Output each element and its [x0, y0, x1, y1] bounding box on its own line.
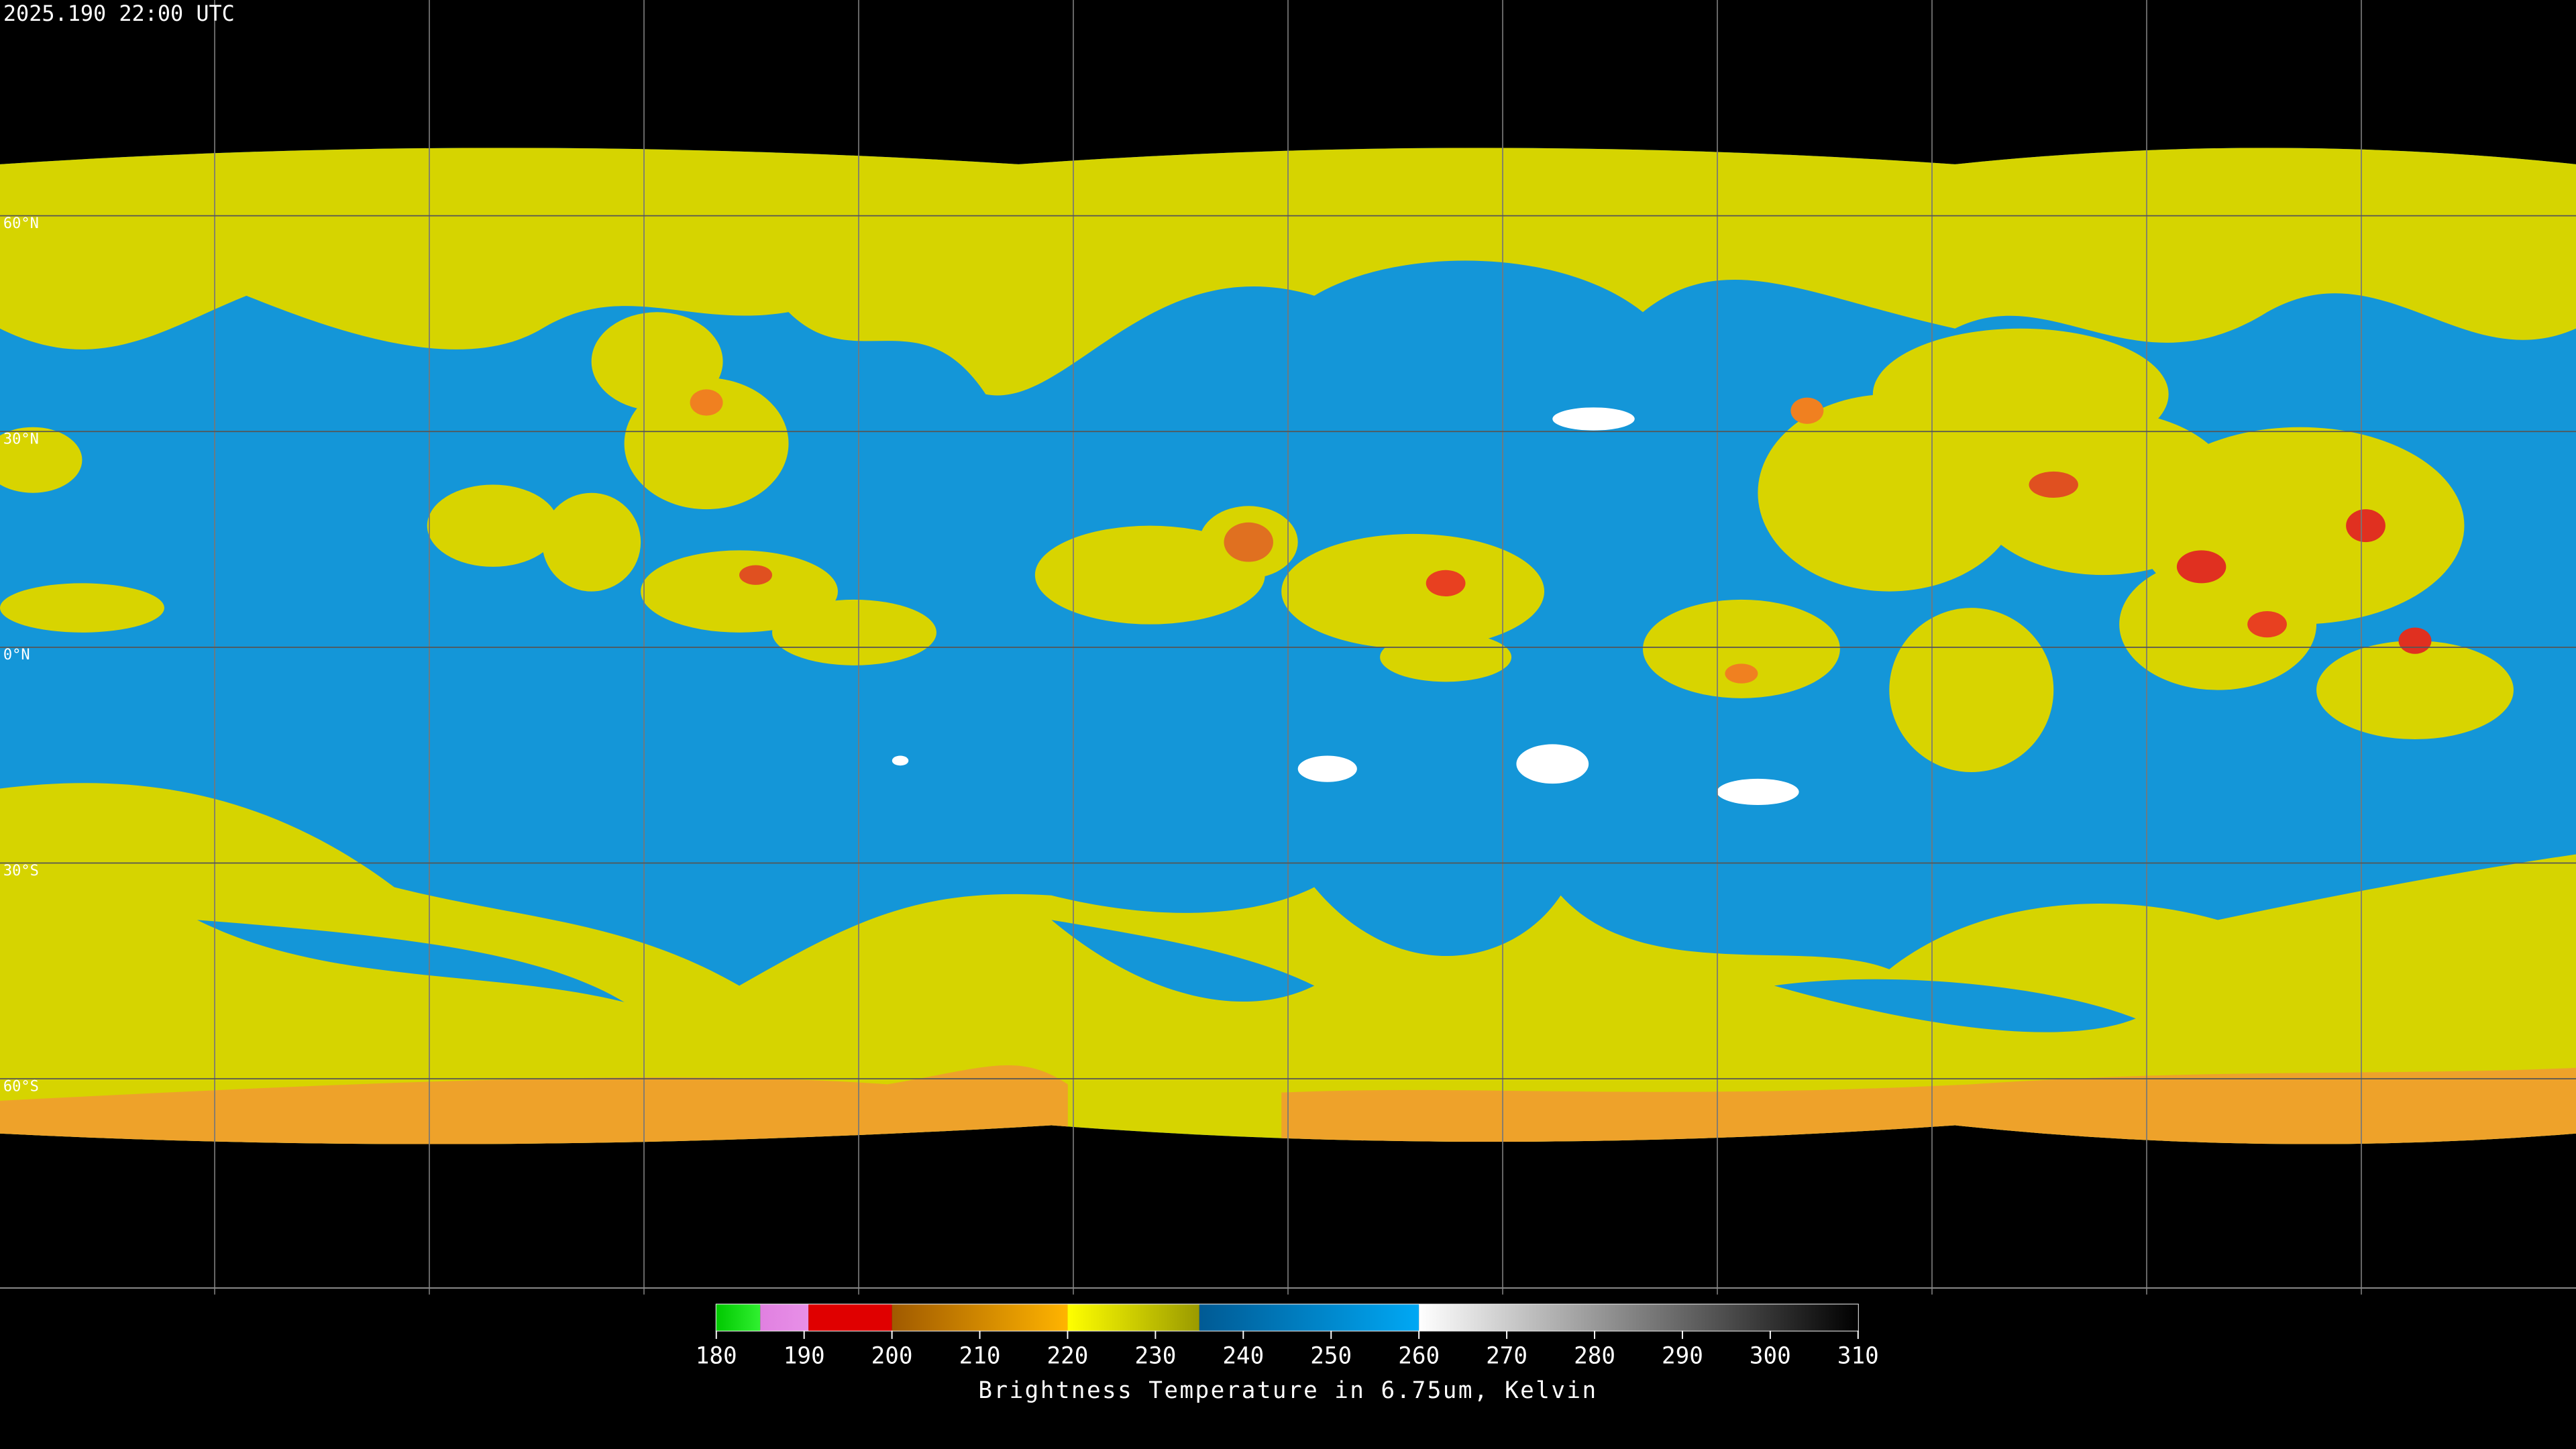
colorbar: 180 190 200 210 220 230 240 250 260 270 280 290 300 3…: [696, 1304, 1879, 1369]
colorbar-segment: [1419, 1304, 1858, 1331]
warm-surface: [892, 755, 909, 766]
colorbar-tick-label: 300: [1750, 1342, 1791, 1369]
cold-cloud-top: [1725, 663, 1758, 684]
cloud: [0, 427, 83, 493]
colorbar-tick-label: 240: [1222, 1342, 1264, 1369]
cloud: [0, 583, 164, 633]
latitude-label: 0°N: [3, 647, 30, 663]
cold-cloud-top: [690, 389, 723, 416]
cold-cloud-top: [2029, 471, 2078, 498]
cloud: [1642, 599, 1840, 698]
cloud: [624, 378, 789, 510]
cloud: [591, 312, 723, 411]
graticule: 60°N 30°N 0°N 30°S 60°S: [0, 0, 2576, 1295]
cloud: [1281, 533, 1545, 649]
cold-cloud-top: [2398, 627, 2432, 654]
cloud: [2119, 558, 2317, 690]
colorbar-segment: [716, 1304, 761, 1331]
colorbar-label: Brightness Temperature in 6.75um, Kelvin: [978, 1377, 1597, 1404]
colorbar-tick-label: 280: [1574, 1342, 1615, 1369]
cloud: [427, 484, 559, 567]
cloud: [542, 492, 641, 592]
colorbar-tick-label: 250: [1310, 1342, 1352, 1369]
colorbar-segment: [892, 1304, 1068, 1331]
colorbar-segment: [1067, 1304, 1199, 1331]
latitude-label: 30°N: [3, 431, 39, 448]
warm-surface: [1516, 744, 1589, 784]
colorbar-tick-label: 200: [871, 1342, 913, 1369]
latitude-label: 60°N: [3, 215, 39, 232]
south-gap: [197, 920, 2136, 1032]
latitude-label: 60°S: [3, 1078, 39, 1095]
cloud: [772, 599, 936, 665]
cold-cloud-top: [739, 565, 773, 585]
latitude-label: 30°S: [3, 863, 39, 879]
cold-cloud-top: [1790, 397, 1824, 424]
cloud: [2316, 641, 2514, 740]
colorbar-tick-label: 180: [696, 1342, 737, 1369]
colorbar-segment: [760, 1304, 809, 1331]
cloud: [1889, 608, 2054, 773]
colorbar-tick-label: 270: [1486, 1342, 1527, 1369]
cold-cloud-top: [2346, 509, 2385, 543]
cloud: [1872, 328, 2169, 460]
timestamp: 2025.190 22:00 UTC: [3, 1, 235, 26]
colorbar-tick-label: 230: [1134, 1342, 1176, 1369]
warm-surface: [1552, 407, 1635, 431]
warm-surface: [1297, 755, 1357, 782]
colorbar-segment: [808, 1304, 892, 1331]
warm-surface: [1717, 778, 1799, 805]
colorbar-tick-label: 220: [1047, 1342, 1089, 1369]
cold-cloud-top: [2247, 611, 2287, 638]
cold-cloud-top: [2176, 550, 2226, 584]
colorbar-tick-label: 190: [784, 1342, 825, 1369]
colorbar-tick-label: 310: [1837, 1342, 1879, 1369]
cold-cloud-top: [1224, 522, 1273, 562]
colorbar-tick-label: 290: [1662, 1342, 1703, 1369]
cold-cloud-top: [1426, 570, 1466, 596]
cloud: [641, 550, 838, 633]
cloud: [1380, 632, 1512, 682]
colorbar-tick-label: 210: [959, 1342, 1001, 1369]
colorbar-tick-label: 260: [1398, 1342, 1440, 1369]
colorbar-segment: [1199, 1304, 1419, 1331]
